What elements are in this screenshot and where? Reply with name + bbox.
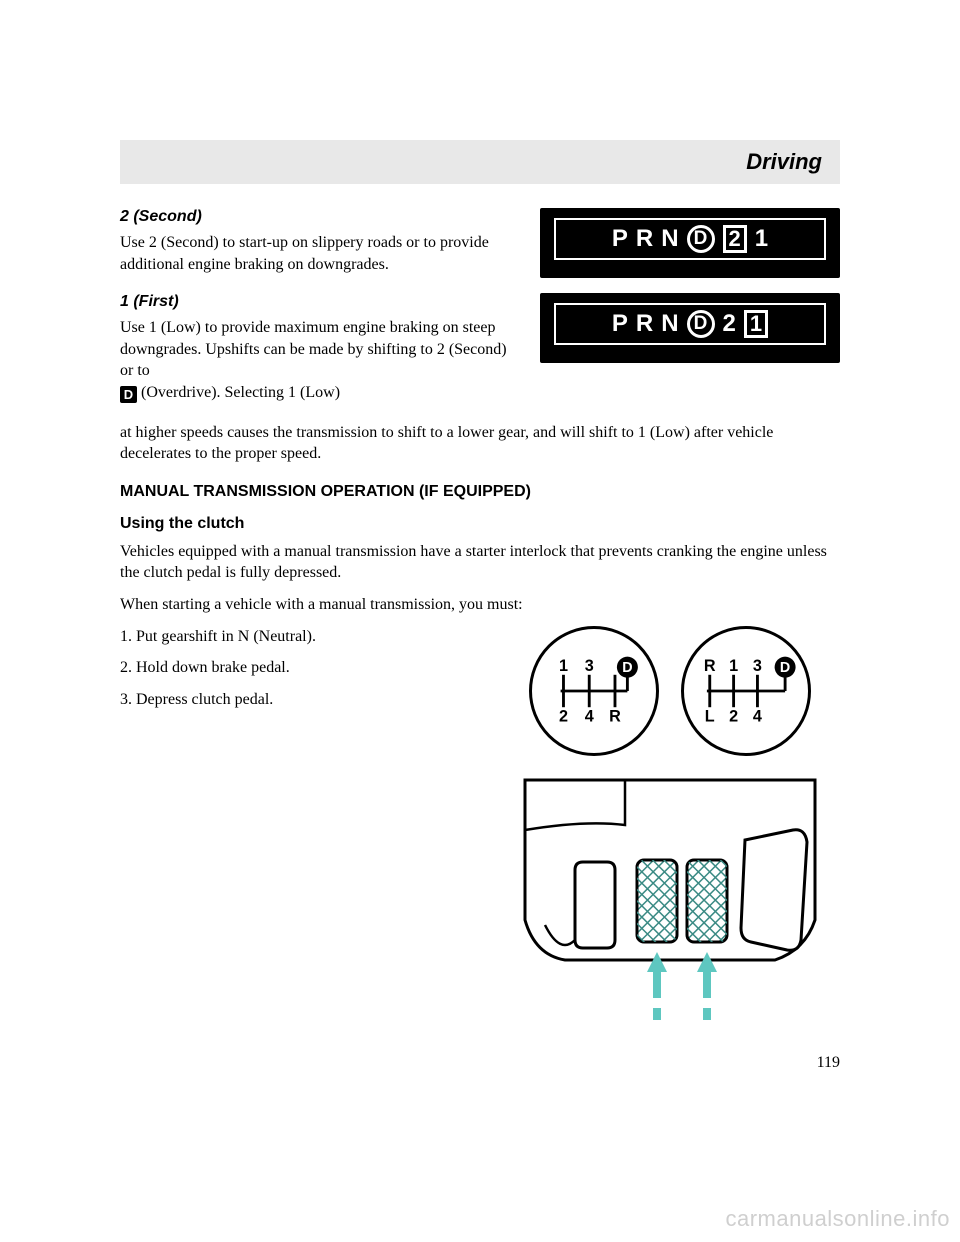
gear-1: 1 — [755, 227, 768, 251]
body-second: Use 2 (Second) to start-up on slippery r… — [120, 232, 520, 275]
heading-manual: MANUAL TRANSMISSION OPERATION (IF EQUIPP… — [120, 483, 840, 501]
svg-text:2: 2 — [559, 707, 568, 725]
header-bar: Driving — [120, 140, 840, 184]
svg-text:D: D — [622, 659, 632, 675]
gear-r2: R — [636, 312, 653, 336]
pedals-diagram — [505, 770, 835, 1030]
gear-d-circled2: D — [687, 310, 715, 338]
gear-display-first: P R N D 2 1 — [540, 293, 840, 363]
svg-text:1: 1 — [729, 657, 738, 675]
svg-text:4: 4 — [753, 707, 762, 725]
gear-p2: P — [612, 312, 628, 336]
svg-text:R: R — [609, 707, 621, 725]
svg-text:3: 3 — [585, 657, 594, 675]
watermark: carmanualsonline.info — [725, 1206, 950, 1232]
gear-p: P — [612, 227, 628, 251]
page-title: Driving — [746, 149, 822, 175]
gear-2-highlight: 2 — [723, 225, 747, 253]
body-first-2-text: (Overdrive). Selecting 1 (Low) — [141, 384, 340, 401]
gear-r: R — [636, 227, 653, 251]
manual-p2: When starting a vehicle with a manual tr… — [120, 594, 840, 616]
shift-knob-b: D R 1 3 L 2 4 — [681, 626, 811, 756]
body-first-1-text: Use 1 (Low) to provide maximum engine br… — [120, 319, 507, 379]
page-number: 119 — [817, 1054, 840, 1072]
heading-second: 2 (Second) — [120, 208, 520, 226]
manual-steps-row: 1. Put gearshift in N (Neutral). 2. Hold… — [120, 626, 840, 1030]
shift-knobs: D 1 3 2 4 R — [529, 626, 811, 756]
svg-text:R: R — [704, 657, 716, 675]
shift-knob-a: D 1 3 2 4 R — [529, 626, 659, 756]
body-first-1: Use 1 (Low) to provide maximum engine br… — [120, 317, 520, 403]
gear-n: N — [661, 227, 678, 251]
svg-text:1: 1 — [559, 657, 568, 675]
heading-clutch: Using the clutch — [120, 515, 840, 533]
svg-text:4: 4 — [585, 707, 594, 725]
section-second: 2 (Second) Use 2 (Second) to start-up on… — [120, 208, 840, 285]
section-first: 1 (First) Use 1 (Low) to provide maximum… — [120, 293, 840, 413]
svg-text:L: L — [705, 707, 715, 725]
step-3: 3. Depress clutch pedal. — [120, 689, 480, 711]
svg-text:2: 2 — [729, 707, 738, 725]
gear-display-second: P R N D 2 1 — [540, 208, 840, 278]
svg-text:3: 3 — [753, 657, 762, 675]
svg-text:D: D — [780, 659, 790, 675]
step-1: 1. Put gearshift in N (Neutral). — [120, 626, 480, 648]
gear-1-highlight: 1 — [744, 310, 768, 338]
manual-p1: Vehicles equipped with a manual transmis… — [120, 541, 840, 584]
overdrive-icon: D — [120, 386, 137, 403]
body-first-3: at higher speeds causes the transmission… — [120, 422, 840, 465]
gear-n2: N — [661, 312, 678, 336]
gear-d-circled: D — [687, 225, 715, 253]
step-2: 2. Hold down brake pedal. — [120, 657, 480, 679]
heading-first: 1 (First) — [120, 293, 520, 311]
gear-2: 2 — [723, 312, 736, 336]
